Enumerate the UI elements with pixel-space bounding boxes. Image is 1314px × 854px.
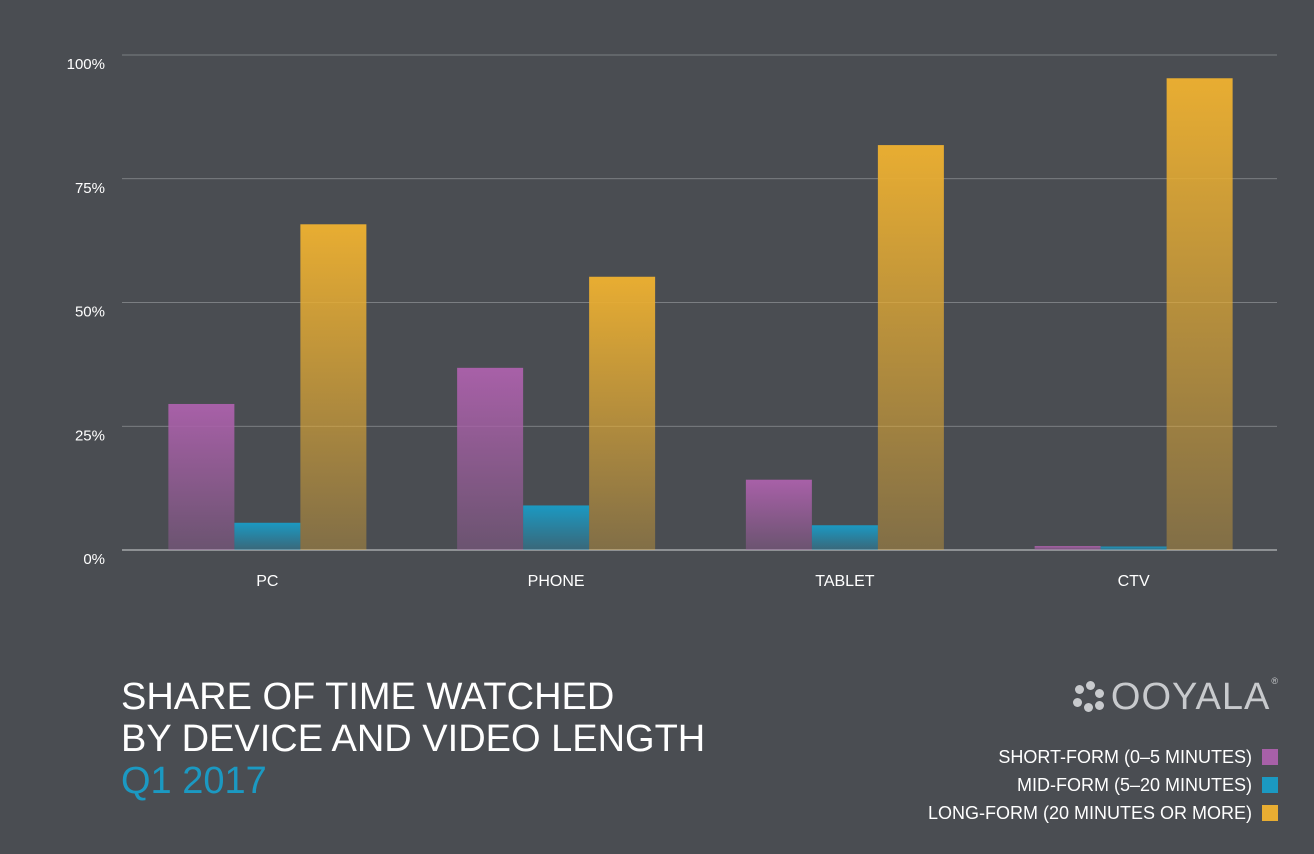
legend-label-short: SHORT-FORM (0–5 MINUTES): [998, 746, 1252, 767]
ooyala-logo: OOYALA ®: [1072, 676, 1278, 719]
logo-text: OOYALA: [1110, 676, 1271, 718]
x-tick-label: TABLET: [815, 573, 875, 590]
title-line-2: BY DEVICE AND VIDEO LENGTH: [121, 718, 706, 760]
x-tick-label: PHONE: [528, 573, 585, 590]
legend-label-long: LONG-FORM (20 MINUTES OR MORE): [927, 802, 1252, 823]
bar-ctv-series-1: [1100, 546, 1167, 550]
bar-pc-series-0: [168, 403, 235, 550]
chart-title: SHARE OF TIME WATCHED BY DEVICE AND VIDE…: [121, 676, 705, 802]
bar-tablet-series-1: [811, 525, 878, 550]
title-period: Q1 2017: [121, 760, 267, 802]
gridlines: [122, 54, 1277, 551]
logo-registered-mark: ®: [1271, 676, 1278, 686]
bar-phone-series-1: [523, 505, 590, 550]
y-tick-label: 25%: [75, 427, 105, 444]
legend: SHORT-FORM (0–5 MINUTES) MID-FORM (5–20 …: [928, 743, 1278, 827]
logo-dots-icon: [1072, 680, 1105, 715]
y-tick-label: 50%: [75, 304, 105, 321]
bar-tablet-series-2: [877, 145, 944, 550]
y-axis-ticks: 0% 25% 50% 75% 100%: [67, 56, 105, 568]
y-tick-label: 75%: [75, 180, 105, 197]
legend-swatch-short: [1262, 749, 1278, 765]
bar-chart: 0% 25% 50% 75% 100% PC PHONE TABLET CTV: [67, 54, 1277, 590]
legend-item-mid: MID-FORM (5–20 MINUTES): [928, 771, 1278, 799]
bar-phone-series-0: [457, 367, 524, 550]
x-tick-label: PC: [256, 573, 278, 590]
x-axis-ticks: PC PHONE TABLET CTV: [256, 573, 1150, 590]
legend-label-mid: MID-FORM (5–20 MINUTES): [1016, 774, 1252, 795]
title-line-1: SHARE OF TIME WATCHED: [121, 676, 615, 718]
legend-swatch-mid: [1262, 777, 1278, 793]
legend-item-long: LONG-FORM (20 MINUTES OR MORE): [928, 799, 1278, 827]
bar-ctv-series-2: [1166, 78, 1233, 550]
bar-ctv-series-0: [1034, 546, 1101, 550]
x-tick-label: CTV: [1118, 573, 1150, 590]
legend-swatch-long: [1262, 805, 1278, 821]
bar-pc-series-1: [234, 522, 301, 550]
bar-phone-series-2: [589, 276, 656, 550]
bars: [168, 78, 1233, 551]
bar-tablet-series-0: [745, 479, 812, 550]
bar-pc-series-2: [300, 224, 367, 551]
y-tick-label: 0%: [83, 551, 105, 568]
legend-item-short: SHORT-FORM (0–5 MINUTES): [928, 743, 1278, 771]
y-tick-label: 100%: [67, 56, 105, 73]
